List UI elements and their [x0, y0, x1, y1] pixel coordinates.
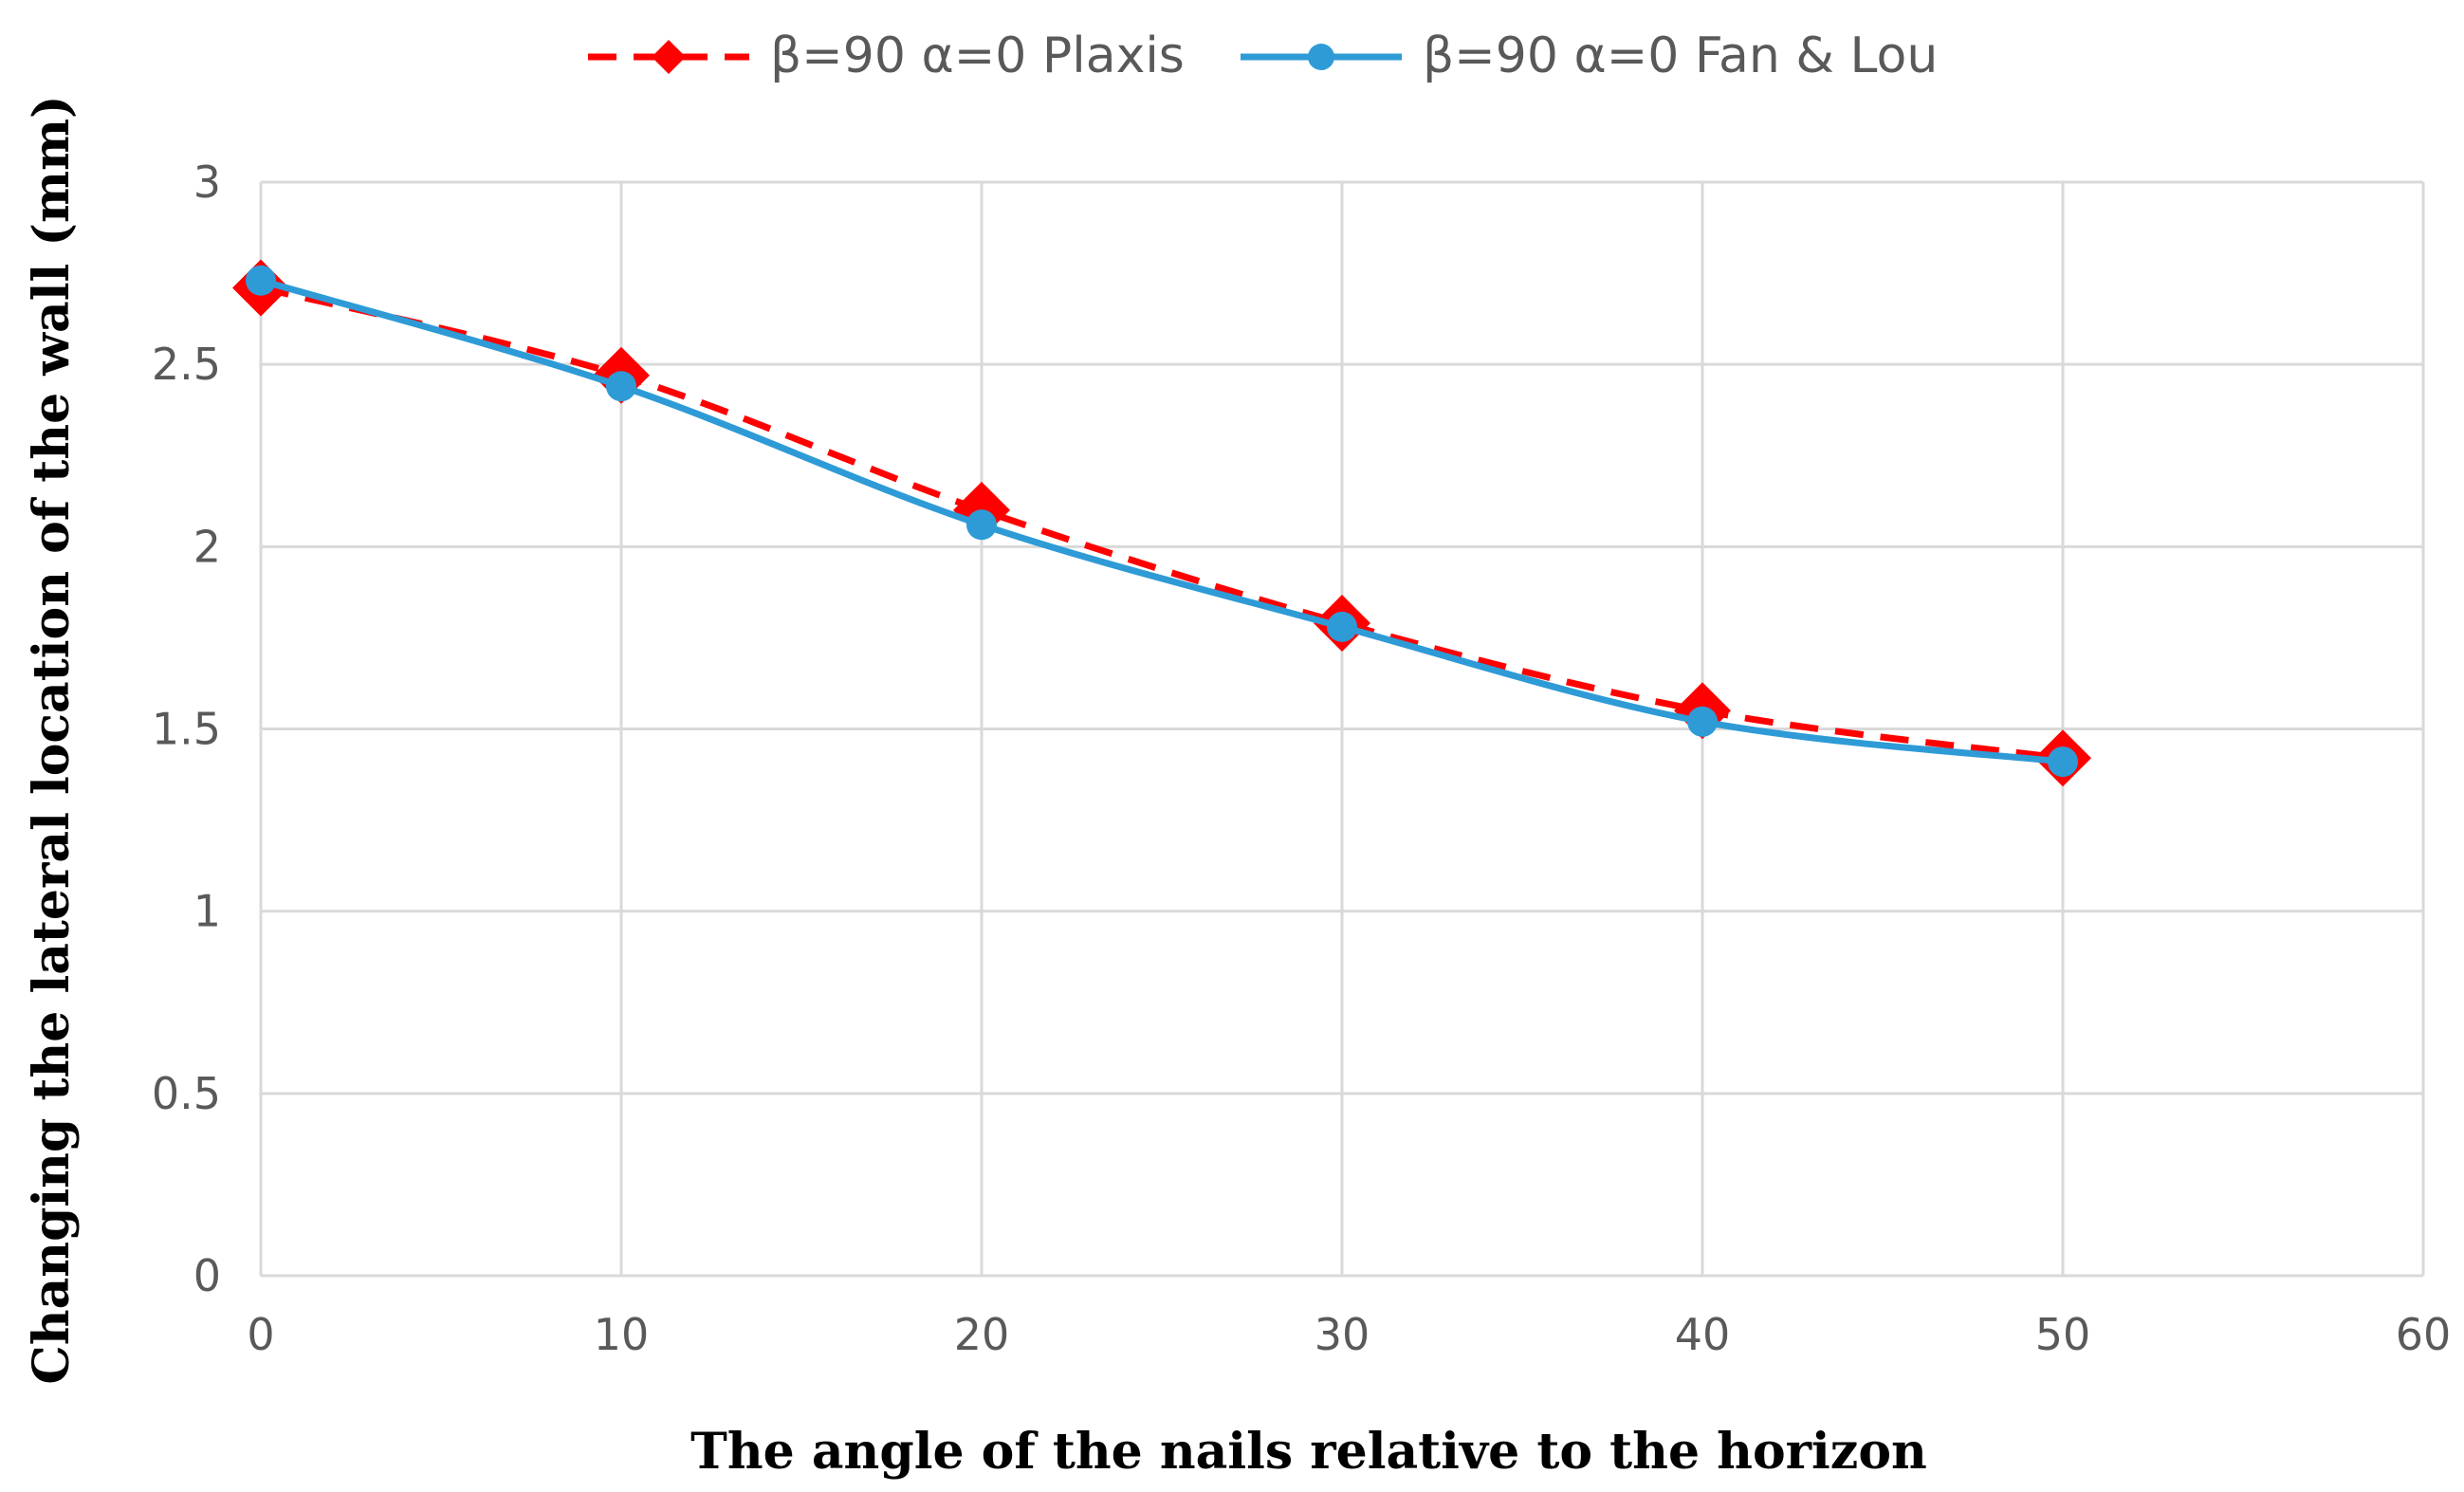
plaxis-line — [260, 285, 2064, 762]
series — [232, 259, 2091, 787]
x-axis-title: The angle of the nails relative to the h… — [690, 1423, 1927, 1481]
x-tick-label: 10 — [594, 1309, 650, 1360]
fan-lou-line — [260, 277, 2064, 765]
tick-labels: 00.511.522.530 10 20 30 40 50 60 — [152, 157, 2451, 1360]
fan-lou-point — [606, 371, 636, 402]
x-tick-label: 20 — [954, 1309, 1010, 1360]
y-tick-label: 0.5 — [152, 1068, 221, 1119]
fan-lou-point — [1327, 611, 1357, 642]
x-tick-label: 60 — [2396, 1309, 2452, 1360]
y-tick-label: 3 — [193, 157, 221, 208]
legend-marker-plaxis — [652, 40, 686, 74]
y-tick-label: 2 — [193, 521, 221, 572]
x-tick-label: 30 — [1315, 1309, 1370, 1360]
y-tick-label: 1 — [193, 886, 221, 937]
fan-lou-point — [2048, 746, 2078, 778]
legend-item-plaxis: β=90 α=0 Plaxis — [588, 28, 1185, 84]
legend: β=90 α=0 Plaxis β=90 α=0 Fan & Lou — [588, 28, 1938, 84]
legend-marker-fan-lou — [1308, 44, 1334, 70]
y-tick-label: 0 — [193, 1250, 221, 1301]
axes — [259, 182, 2423, 1278]
legend-label-fan-lou: β=90 α=0 Fan & Lou — [1423, 28, 1938, 84]
x-tick-label: 0 — [247, 1309, 274, 1360]
fan-lou-point — [246, 265, 276, 296]
y-axis-title: Changing the lateral location of the wal… — [23, 95, 81, 1384]
y-tick-label: 1.5 — [152, 704, 221, 755]
legend-label-plaxis: β=90 α=0 Plaxis — [770, 28, 1185, 84]
legend-item-fan-lou: β=90 α=0 Fan & Lou — [1241, 28, 1938, 84]
y-tick-label: 2.5 — [152, 339, 221, 390]
x-tick-label: 40 — [1675, 1309, 1731, 1360]
fan-lou-point — [966, 509, 997, 541]
x-tick-label: 50 — [2035, 1309, 2091, 1360]
grid — [261, 180, 2425, 1276]
fan-lou-point — [1687, 706, 1718, 737]
